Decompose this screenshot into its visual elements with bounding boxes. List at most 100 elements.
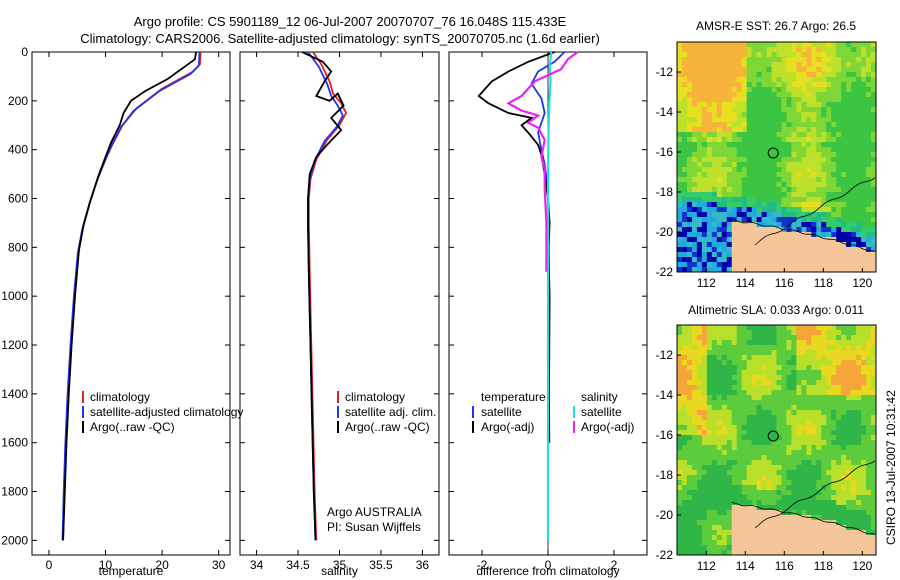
map-cell	[856, 167, 862, 173]
map-cell	[866, 57, 872, 63]
map-cell	[851, 142, 857, 148]
map-cell	[796, 187, 802, 193]
map-cell	[681, 72, 688, 78]
map-cell	[836, 82, 842, 88]
map-cell	[786, 330, 793, 336]
map-cell	[696, 510, 703, 516]
map-cell	[861, 500, 867, 506]
map-cell	[761, 262, 768, 268]
map-cell	[736, 152, 743, 158]
map-cell	[736, 192, 743, 198]
map-cell	[826, 152, 832, 158]
map-cell	[741, 485, 748, 491]
map-cell	[771, 87, 778, 93]
map-cell	[861, 42, 867, 48]
map-cell	[691, 82, 698, 88]
map-cell	[741, 540, 748, 546]
map-cell	[691, 102, 698, 108]
map-cell	[826, 490, 832, 496]
map-cell	[756, 242, 763, 248]
map-cell	[781, 67, 788, 73]
map-cell	[776, 107, 783, 113]
map-cell	[836, 340, 842, 346]
map-cell	[771, 480, 778, 486]
map-cell	[756, 137, 763, 143]
map-cell	[756, 47, 763, 53]
map-cell	[746, 67, 753, 73]
map-cell	[711, 505, 718, 511]
map-cell	[866, 375, 872, 381]
map-cell	[786, 157, 793, 163]
map-cell	[756, 325, 763, 331]
map-cell	[801, 257, 807, 263]
map-cell	[731, 450, 738, 456]
map-cell	[677, 510, 683, 516]
map-cell	[836, 72, 842, 78]
map-cell	[816, 530, 822, 536]
map-cell	[856, 137, 862, 143]
map-cell	[751, 540, 758, 546]
map-cell	[716, 182, 723, 188]
map-cell	[736, 182, 743, 188]
map-cell	[746, 420, 753, 426]
map-cell	[771, 360, 778, 366]
map-cell	[756, 192, 763, 198]
map-cell	[756, 57, 763, 63]
map-cell	[871, 340, 876, 346]
map-cell	[691, 167, 698, 173]
map-cell	[761, 52, 768, 58]
map-cell	[677, 335, 683, 341]
map-cell	[836, 62, 842, 68]
map-cell	[806, 535, 812, 541]
map-cell	[806, 480, 812, 486]
map-cell	[766, 137, 773, 143]
map-cell	[811, 142, 817, 148]
map-cell	[776, 132, 783, 138]
map-cell	[736, 242, 743, 248]
x-tick-label: 0	[545, 558, 552, 572]
map-cell	[861, 192, 867, 198]
map-cell	[746, 57, 753, 63]
map-cell	[801, 550, 807, 555]
map-cell	[696, 375, 703, 381]
map-cell	[771, 202, 778, 208]
map-cell	[706, 187, 713, 193]
map-cell	[846, 410, 852, 416]
map-cell	[831, 325, 837, 331]
map-cell	[776, 445, 783, 451]
map-cell	[796, 495, 802, 501]
map-cell	[731, 252, 738, 258]
map-cell	[816, 42, 822, 48]
map-cell	[861, 380, 867, 386]
map-cell	[726, 530, 733, 536]
map-cell	[816, 67, 822, 73]
map-cell	[746, 500, 753, 506]
map-cell	[756, 187, 763, 193]
map-cell	[681, 425, 688, 431]
map-cell	[696, 515, 703, 521]
map-cell	[716, 465, 723, 471]
map-cell	[826, 257, 832, 263]
map-cell	[806, 147, 812, 153]
map-cell	[691, 380, 698, 386]
map-cell	[731, 137, 738, 143]
y-tick-label: 800	[8, 240, 28, 254]
map-cell	[851, 87, 857, 93]
map-cell	[746, 42, 753, 48]
map-cell	[721, 192, 728, 198]
map-cell	[846, 57, 852, 63]
map-cell	[811, 212, 817, 218]
map-cell	[736, 385, 743, 391]
x-tick-label: 10	[99, 558, 113, 572]
map-cell	[851, 365, 857, 371]
map-cell	[766, 102, 773, 108]
legend-label-sal-satellite: satellite	[581, 405, 622, 419]
map-cell	[846, 365, 852, 371]
map-cell	[736, 345, 743, 351]
map-cell	[731, 330, 738, 336]
map-cell	[686, 42, 693, 48]
map-cell	[831, 480, 837, 486]
map-cell	[846, 197, 852, 203]
map-cell	[677, 217, 683, 223]
map-cell	[701, 395, 708, 401]
